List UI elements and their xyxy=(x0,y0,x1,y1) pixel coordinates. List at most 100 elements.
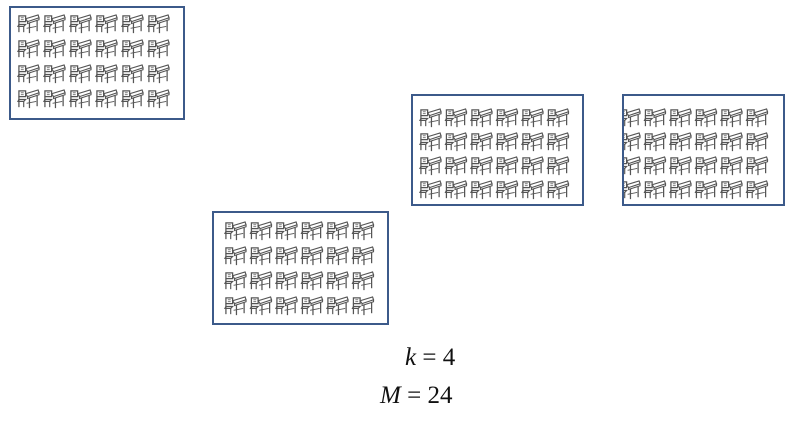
school-desk-icon xyxy=(470,156,493,176)
school-desk-icon xyxy=(546,180,570,200)
desk-grid xyxy=(624,108,769,200)
equation-k-operator: = xyxy=(416,344,443,371)
school-desk-icon xyxy=(224,221,247,241)
school-desk-icon xyxy=(470,180,493,200)
school-desk-icon xyxy=(444,180,468,200)
school-desk-icon xyxy=(147,89,170,109)
school-desk-icon xyxy=(351,246,375,266)
equation-m-value: 24 xyxy=(427,382,453,409)
school-desk-icon xyxy=(249,246,273,266)
school-desk-icon xyxy=(147,39,170,59)
equation-k: k = 4 xyxy=(405,344,455,372)
school-desk-icon xyxy=(300,246,324,266)
school-desk-icon xyxy=(95,14,118,34)
school-desk-icon xyxy=(17,64,40,84)
school-desk-icon xyxy=(121,39,144,59)
school-desk-icon xyxy=(419,156,442,176)
desk-group-3 xyxy=(622,94,785,206)
school-desk-icon xyxy=(224,246,247,266)
school-desk-icon xyxy=(546,108,570,128)
school-desk-icon xyxy=(669,180,692,200)
school-desk-icon xyxy=(521,180,544,200)
school-desk-icon xyxy=(69,14,92,34)
school-desk-icon xyxy=(694,108,718,128)
school-desk-icon xyxy=(419,180,442,200)
school-desk-icon xyxy=(275,246,298,266)
school-desk-icon xyxy=(351,221,375,241)
school-desk-icon xyxy=(495,180,519,200)
school-desk-icon xyxy=(326,221,349,241)
school-desk-icon xyxy=(470,132,493,152)
school-desk-icon xyxy=(43,89,66,109)
equation-m-operator: = xyxy=(400,382,428,409)
school-desk-icon xyxy=(669,108,692,128)
school-desk-icon xyxy=(720,156,743,176)
equation-m: M = 24 xyxy=(380,382,452,410)
school-desk-icon xyxy=(121,14,144,34)
school-desk-icon xyxy=(495,108,519,128)
school-desk-icon xyxy=(720,132,743,152)
school-desk-icon xyxy=(249,296,273,316)
equation-k-variable: k xyxy=(405,344,417,371)
school-desk-icon xyxy=(745,108,769,128)
school-desk-icon xyxy=(147,64,170,84)
school-desk-icon xyxy=(694,180,718,200)
school-desk-icon xyxy=(224,271,247,291)
school-desk-icon xyxy=(624,156,641,176)
school-desk-icon xyxy=(643,156,667,176)
school-desk-icon xyxy=(546,156,570,176)
school-desk-icon xyxy=(300,221,324,241)
school-desk-icon xyxy=(351,296,375,316)
school-desk-icon xyxy=(419,132,442,152)
school-desk-icon xyxy=(17,14,40,34)
school-desk-icon xyxy=(546,132,570,152)
school-desk-icon xyxy=(326,271,349,291)
desk-group-4 xyxy=(212,211,389,325)
school-desk-icon xyxy=(521,108,544,128)
school-desk-icon xyxy=(495,156,519,176)
school-desk-icon xyxy=(643,132,667,152)
school-desk-icon xyxy=(69,89,92,109)
school-desk-icon xyxy=(43,64,66,84)
desk-grid xyxy=(224,221,375,316)
school-desk-icon xyxy=(495,132,519,152)
school-desk-icon xyxy=(43,14,66,34)
school-desk-icon xyxy=(69,64,92,84)
school-desk-icon xyxy=(745,156,769,176)
school-desk-icon xyxy=(694,132,718,152)
school-desk-icon xyxy=(521,132,544,152)
school-desk-icon xyxy=(326,296,349,316)
school-desk-icon xyxy=(249,221,273,241)
school-desk-icon xyxy=(444,132,468,152)
school-desk-icon xyxy=(745,132,769,152)
school-desk-icon xyxy=(624,180,641,200)
school-desk-icon xyxy=(419,108,442,128)
school-desk-icon xyxy=(643,180,667,200)
school-desk-icon xyxy=(643,108,667,128)
equation-m-variable: M xyxy=(380,382,401,409)
school-desk-icon xyxy=(43,39,66,59)
school-desk-icon xyxy=(275,221,298,241)
school-desk-icon xyxy=(224,296,247,316)
school-desk-icon xyxy=(470,108,493,128)
school-desk-icon xyxy=(624,132,641,152)
desk-group-2 xyxy=(411,94,584,206)
school-desk-icon xyxy=(249,271,273,291)
school-desk-icon xyxy=(444,156,468,176)
school-desk-icon xyxy=(326,246,349,266)
school-desk-icon xyxy=(720,108,743,128)
school-desk-icon xyxy=(521,156,544,176)
school-desk-icon xyxy=(121,89,144,109)
desk-grid xyxy=(17,14,170,109)
school-desk-icon xyxy=(300,271,324,291)
school-desk-icon xyxy=(147,14,170,34)
school-desk-icon xyxy=(745,180,769,200)
school-desk-icon xyxy=(69,39,92,59)
school-desk-icon xyxy=(17,89,40,109)
school-desk-icon xyxy=(669,132,692,152)
school-desk-icon xyxy=(17,39,40,59)
school-desk-icon xyxy=(275,271,298,291)
school-desk-icon xyxy=(351,271,375,291)
school-desk-icon xyxy=(300,296,324,316)
school-desk-icon xyxy=(624,108,641,128)
